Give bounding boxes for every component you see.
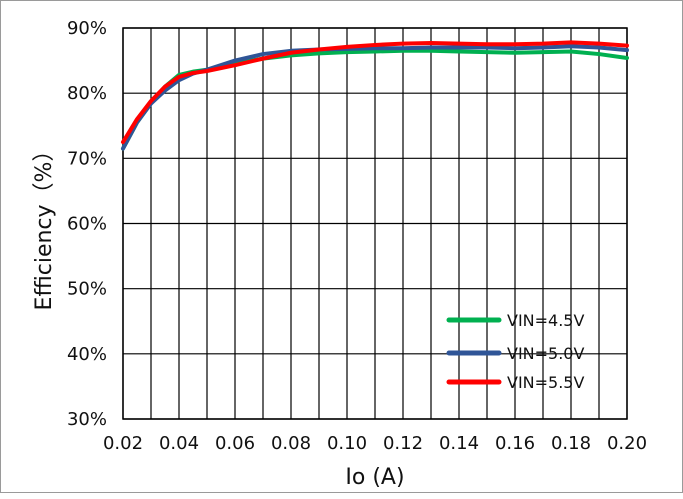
y-tick-label: 70% [67,148,107,169]
x-tick-label: 0.08 [271,433,311,454]
y-tick-label: 50% [67,279,107,300]
series-line-3 [121,40,629,145]
x-axis-title: Io (A) [345,465,404,490]
x-tick-label: 0.02 [103,433,143,454]
legend-label-1: VIN=4.5V [507,311,584,330]
x-tick-labels: 0.02 0.04 0.06 0.08 0.10 0.12 0.14 0.16 0.18 0.20 [103,433,647,454]
y-tick-label: 40% [67,344,107,365]
y-tick-label: 80% [67,83,107,104]
x-tick-label: 0.20 [607,433,647,454]
legend: VIN=4.5V VIN=5.0V VIN=5.5V [446,311,584,392]
y-tick-label: 90% [67,18,107,39]
y-tick-label: 60% [67,214,107,235]
x-tick-label: 0.04 [159,433,199,454]
legend-label-3: VIN=5.5V [507,373,584,392]
axis-lines [122,27,628,420]
x-tick-label: 0.14 [439,433,479,454]
x-tick-label: 0.10 [327,433,367,454]
y-tick-label: 30% [67,409,107,430]
x-tick-label: 0.16 [495,433,535,454]
x-tick-label: 0.06 [215,433,255,454]
x-tick-label: 0.12 [383,433,423,454]
plot-border [122,27,628,420]
y-tick-labels: 30% 40% 50% 60% 70% 80% 90% [67,18,107,430]
data-series [121,40,629,151]
y-axis-title: Efficiency（%） [32,140,57,311]
x-tick-label: 0.18 [551,433,591,454]
legend-label-2: VIN=5.0V [507,344,584,363]
